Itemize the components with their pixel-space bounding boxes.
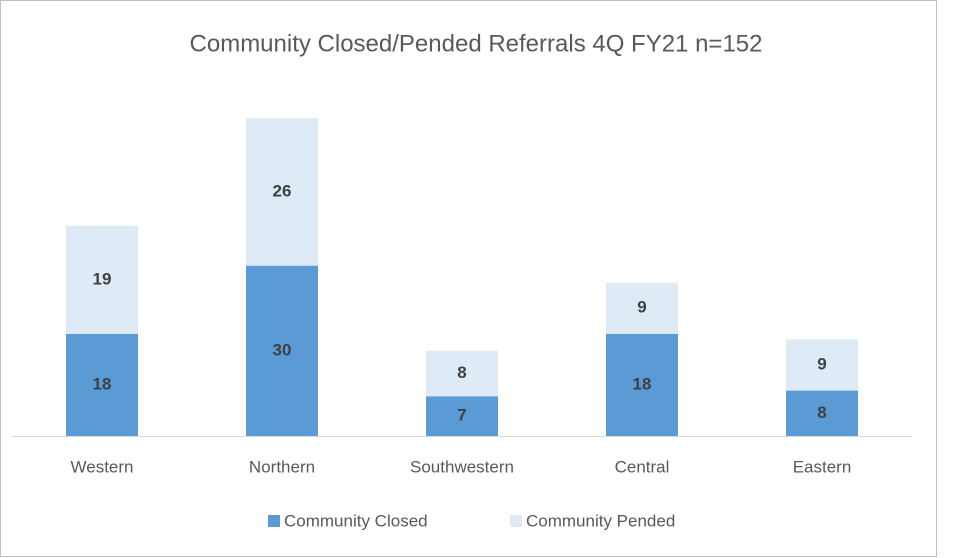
bar-segment: [606, 282, 678, 334]
bar-segment: [66, 333, 138, 436]
bar-segment: [606, 333, 678, 436]
value-label: 8: [817, 403, 826, 422]
value-label: 7: [457, 406, 466, 425]
bar-segment: [246, 265, 318, 436]
legend-label: Community Closed: [284, 511, 428, 530]
value-label: 9: [637, 298, 646, 317]
chart-title: Community Closed/Pended Referrals 4Q FY2…: [190, 30, 763, 57]
value-label: 26: [273, 181, 292, 200]
bar-segment: [786, 390, 858, 436]
bar-segment: [246, 118, 318, 266]
x-tick-label: Northern: [249, 457, 315, 476]
x-tick-label: Western: [71, 457, 134, 476]
bar-segment: [426, 396, 498, 436]
bar-segment: [426, 350, 498, 397]
bar-segment: [786, 339, 858, 391]
value-label: 18: [633, 374, 652, 393]
value-label: 8: [457, 363, 466, 382]
legend-swatch: [510, 515, 522, 527]
x-tick-label: Central: [615, 457, 670, 476]
bar-segment: [66, 225, 138, 334]
value-label: 30: [273, 340, 292, 359]
value-label: 19: [93, 269, 112, 288]
legend-swatch: [268, 515, 280, 527]
value-label: 9: [817, 355, 826, 374]
x-tick-label: Eastern: [793, 457, 852, 476]
x-tick-label: Southwestern: [410, 457, 514, 476]
value-label: 18: [93, 374, 112, 393]
legend-label: Community Pended: [526, 511, 675, 530]
chart-border: [0, 0, 937, 557]
